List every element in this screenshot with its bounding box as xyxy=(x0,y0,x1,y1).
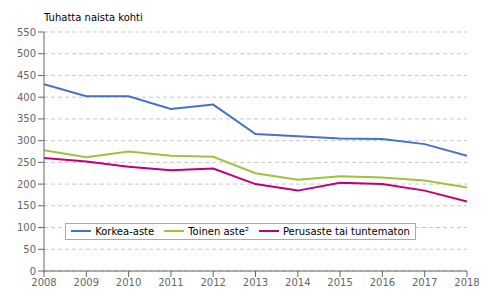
svg-text:2012: 2012 xyxy=(200,277,225,288)
svg-text:300: 300 xyxy=(17,135,36,146)
svg-text:2014: 2014 xyxy=(285,277,310,288)
svg-text:2016: 2016 xyxy=(370,277,395,288)
svg-text:350: 350 xyxy=(17,113,36,124)
html-text:Perusaste tai tuntematon: Perusaste tai tuntematon xyxy=(282,225,410,237)
svg-text:150: 150 xyxy=(17,200,36,211)
svg-text:400: 400 xyxy=(17,92,36,103)
html-text:Korkea-aste: Korkea-aste xyxy=(95,225,155,237)
svg-text:0: 0 xyxy=(30,266,36,277)
svg-text:2013: 2013 xyxy=(243,277,268,288)
svg-text:2017: 2017 xyxy=(412,277,437,288)
svg-text:2015: 2015 xyxy=(327,277,352,288)
svg-text:2011: 2011 xyxy=(158,277,183,288)
svg-text:50: 50 xyxy=(23,244,36,255)
svg-text:550: 550 xyxy=(17,27,36,38)
svg-text:2009: 2009 xyxy=(74,277,99,288)
svg-text:2008: 2008 xyxy=(31,277,56,288)
html-text:Tuhatta naista kohti: Tuhatta naista kohti xyxy=(44,12,143,23)
html-text:Toinen aste²: Toinen aste² xyxy=(188,225,249,237)
svg-text:450: 450 xyxy=(17,70,36,81)
svg-text:100: 100 xyxy=(17,222,36,233)
svg-text:200: 200 xyxy=(17,179,36,190)
svg-text:500: 500 xyxy=(17,48,36,59)
svg-text:250: 250 xyxy=(17,157,36,168)
svg-text:2018: 2018 xyxy=(454,277,479,288)
svg-text:2010: 2010 xyxy=(116,277,141,288)
